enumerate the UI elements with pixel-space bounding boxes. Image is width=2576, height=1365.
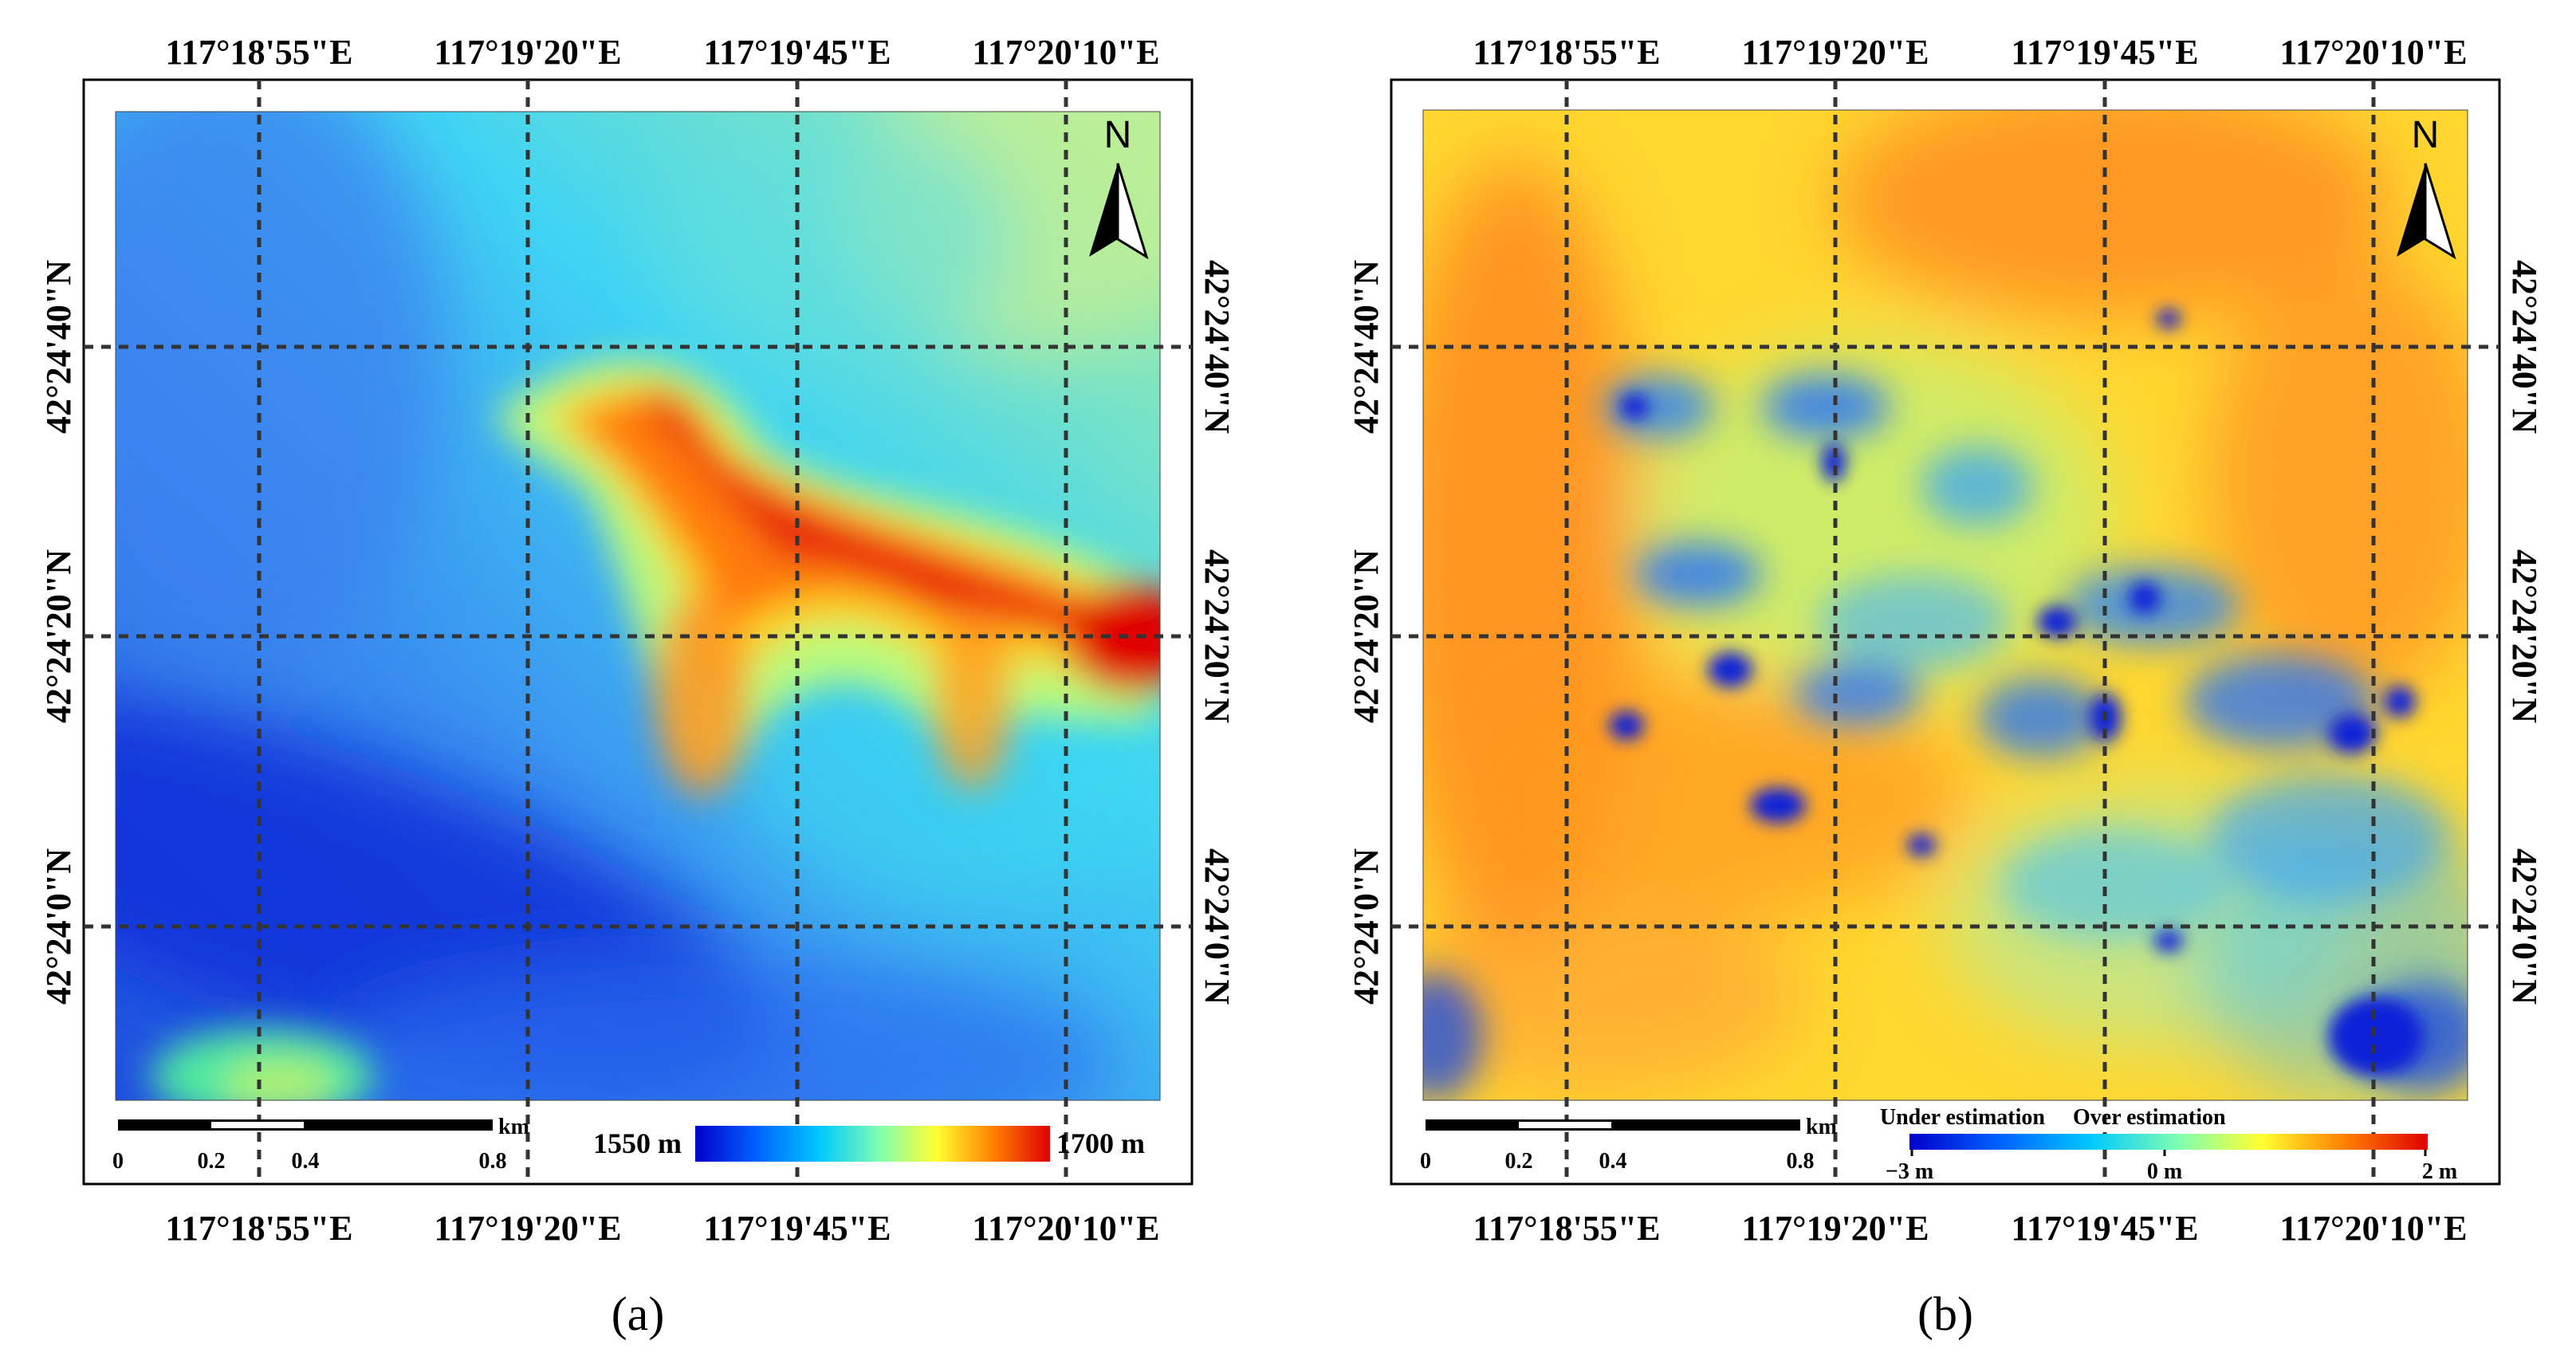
lon-label-top: 117°19'45"E (703, 33, 891, 72)
lon-label-bottom: 117°19'45"E (2011, 1209, 2198, 1248)
panel-caption: (a) (612, 1288, 665, 1340)
lon-label-top: 117°19'20"E (1741, 33, 1929, 72)
lat-label-right: 42°24'20"N (1198, 549, 1237, 723)
svg-text:km: km (1806, 1115, 1837, 1139)
panel-b-frame (1390, 78, 2501, 1186)
graticule-a (84, 80, 1192, 1184)
legend-max-label: 2 m (2422, 1159, 2457, 1184)
lon-label-bottom: 117°19'45"E (703, 1209, 891, 1248)
lat-label-left: 42°24'20"N (1347, 549, 1386, 723)
lat-label-left: 42°24'0"N (1347, 848, 1386, 1005)
color-legend-a: 1550 m 1700 m (593, 1126, 1145, 1162)
north-arrow-icon: N (2397, 114, 2456, 260)
legend-min-label: 1550 m (593, 1127, 682, 1159)
panel-caption: (b) (1917, 1288, 1973, 1340)
svg-text:N: N (1104, 114, 1132, 156)
north-arrow-icon: N (1089, 114, 1149, 260)
legend-mid-label: 0 m (2147, 1159, 2182, 1184)
lat-label-left: 42°24'20"N (39, 549, 78, 723)
svg-text:0.2: 0.2 (1505, 1149, 1533, 1174)
svg-text:km: km (498, 1115, 529, 1139)
lat-label-right: 42°24'40"N (1198, 260, 1237, 434)
lon-label-top: 117°20'10"E (972, 33, 1159, 72)
scale-bar-a: km 0 0.2 0.4 0.8 (112, 1115, 529, 1174)
lat-label-left: 42°24'0"N (39, 848, 78, 1005)
lat-label-right: 42°24'40"N (2505, 260, 2544, 434)
error-raster (1423, 110, 2468, 1100)
lon-label-bottom: 117°19'20"E (1741, 1209, 1929, 1248)
lon-label-top: 117°18'55"E (1473, 33, 1660, 72)
lon-label-top: 117°18'55"E (165, 33, 352, 72)
elevation-raster (116, 112, 1160, 1100)
lon-label-bottom: 117°20'10"E (972, 1209, 1159, 1248)
svg-text:0.4: 0.4 (292, 1149, 320, 1174)
legend-over-label: Over estimation (2073, 1105, 2226, 1130)
lon-label-bottom: 117°19'20"E (434, 1209, 621, 1248)
svg-text:0.2: 0.2 (198, 1149, 226, 1174)
svg-text:0.8: 0.8 (479, 1149, 507, 1174)
legend-min-label: −3 m (1886, 1159, 1933, 1184)
lat-label-right: 42°24'0"N (2505, 848, 2544, 1005)
legend-color-ramp (1909, 1134, 2428, 1150)
svg-text:N: N (2412, 114, 2440, 156)
lon-label-bottom: 117°18'55"E (1473, 1209, 1660, 1248)
panel-a-frame (82, 78, 1194, 1186)
color-legend-b: Under estimation Over estimation −3 m 0 … (1880, 1105, 2457, 1184)
lon-label-bottom: 117°20'10"E (2279, 1209, 2467, 1248)
legend-color-ramp (695, 1126, 1050, 1162)
svg-text:0.8: 0.8 (1787, 1149, 1815, 1174)
legend-max-label: 1700 m (1056, 1127, 1145, 1159)
lat-label-right: 42°24'20"N (2505, 549, 2544, 723)
lon-label-top: 117°19'20"E (434, 33, 621, 72)
panel-a: 117°18'55"E 117°19'20"E 117°19'45"E 117°… (39, 33, 1237, 1340)
panel-b: 117°18'55"E 117°19'20"E 117°19'45"E 117°… (1347, 33, 2544, 1340)
lon-label-top: 117°20'10"E (2279, 33, 2467, 72)
svg-text:0: 0 (1420, 1149, 1431, 1174)
lat-label-left: 42°24'40"N (39, 260, 78, 434)
svg-text:0: 0 (112, 1149, 124, 1174)
svg-text:0.4: 0.4 (1599, 1149, 1627, 1174)
lon-label-bottom: 117°18'55"E (165, 1209, 352, 1248)
lat-label-right: 42°24'0"N (1198, 848, 1237, 1005)
lon-label-top: 117°19'45"E (2011, 33, 2198, 72)
scale-bar-b: km 0 0.2 0.4 0.8 (1420, 1115, 1837, 1174)
legend-under-label: Under estimation (1880, 1105, 2046, 1130)
graticule-b (1391, 80, 2499, 1184)
lat-label-left: 42°24'40"N (1347, 260, 1386, 434)
